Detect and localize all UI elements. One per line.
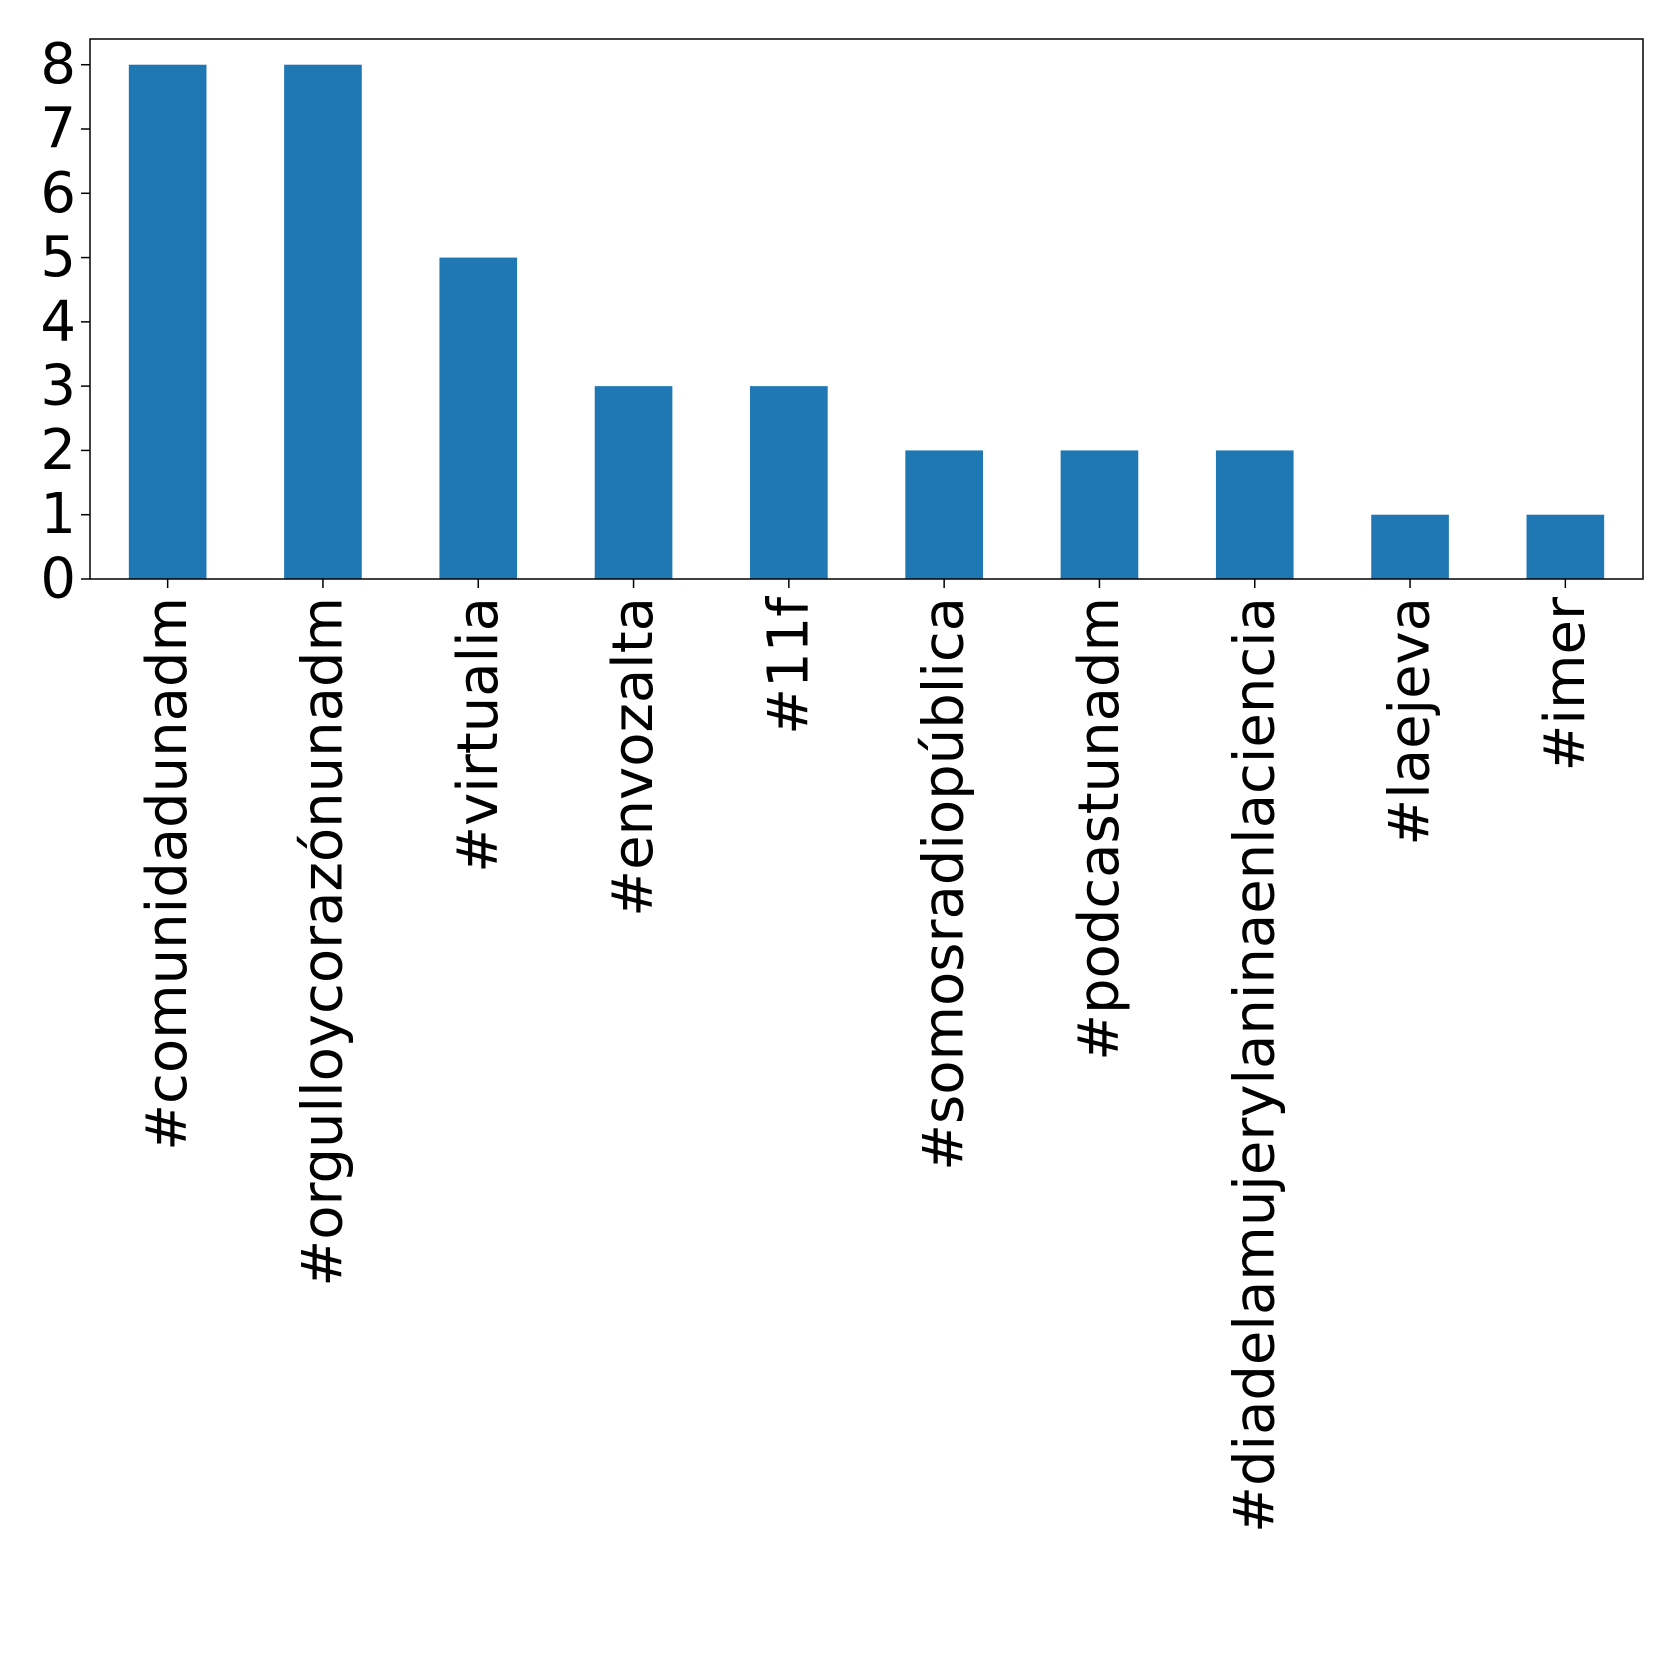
x-tick-label: #comunidadunadm [135,597,200,1151]
x-tick-label: #virtualia [446,597,511,873]
y-tick-label: 8 [40,32,76,97]
x-tick-label: #envozalta [601,597,666,917]
x-tick-label: #podcastunadm [1067,597,1132,1061]
y-tick-label: 6 [40,161,76,226]
y-tick-label: 5 [40,225,76,290]
x-tick-label: #11f [756,596,821,735]
y-tick-label: 2 [40,418,76,483]
x-axis-ticks: #comunidadunadm #orgulloycorazónunadm #vir… [135,579,1598,1533]
plot-frame [89,38,1644,580]
bar-2 [439,257,518,579]
y-tick-label: 4 [40,289,76,354]
bar-5 [905,450,983,579]
y-tick-label: 3 [40,354,76,419]
x-tick-label: #diadelamujerylaninaenlaciencia [1222,597,1287,1533]
bars-group [128,64,1605,579]
x-tick-label: #laejeva [1378,597,1443,846]
x-tick-label: #orgulloycorazónunadm [290,597,355,1287]
bar-1 [284,64,362,579]
bar-4 [750,386,828,579]
bar-8 [1371,514,1449,579]
bar-3 [594,386,673,579]
y-tick-label: 1 [40,482,76,547]
bar-7 [1215,450,1294,579]
bar-9 [1526,514,1605,579]
y-tick-label: 7 [40,97,76,162]
y-tick-label: 0 [40,547,76,612]
bar-6 [1060,450,1139,579]
x-tick-label: #imer [1533,596,1598,771]
bar-0 [128,64,207,579]
x-tick-label: #somosradiopública [912,597,977,1171]
